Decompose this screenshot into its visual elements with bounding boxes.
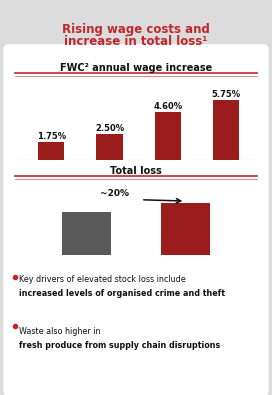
Text: Total loss: Total loss	[110, 166, 162, 177]
Text: increase in total loss¹: increase in total loss¹	[64, 35, 208, 48]
Bar	[155, 112, 181, 160]
Text: 4.60%: 4.60%	[153, 102, 183, 111]
Bar	[38, 142, 64, 160]
Bar	[96, 134, 123, 160]
Bar	[213, 100, 239, 160]
Text: 5.75%: 5.75%	[212, 90, 241, 99]
Text: Key drivers of elevated stock loss include: Key drivers of elevated stock loss inclu…	[19, 275, 186, 284]
Text: fresh produce from supply chain disruptions: fresh produce from supply chain disrupti…	[19, 340, 220, 350]
Text: Waste also higher in: Waste also higher in	[19, 327, 101, 337]
Bar	[160, 203, 210, 255]
Text: Rising wage costs and: Rising wage costs and	[62, 23, 210, 36]
Text: 2.50%: 2.50%	[95, 124, 124, 133]
Text: ~20%: ~20%	[100, 189, 129, 198]
Text: increased levels of organised crime and theft: increased levels of organised crime and …	[19, 289, 225, 298]
Text: 1.75%: 1.75%	[37, 132, 66, 141]
Text: FWC² annual wage increase: FWC² annual wage increase	[60, 63, 212, 73]
Bar	[62, 212, 112, 255]
